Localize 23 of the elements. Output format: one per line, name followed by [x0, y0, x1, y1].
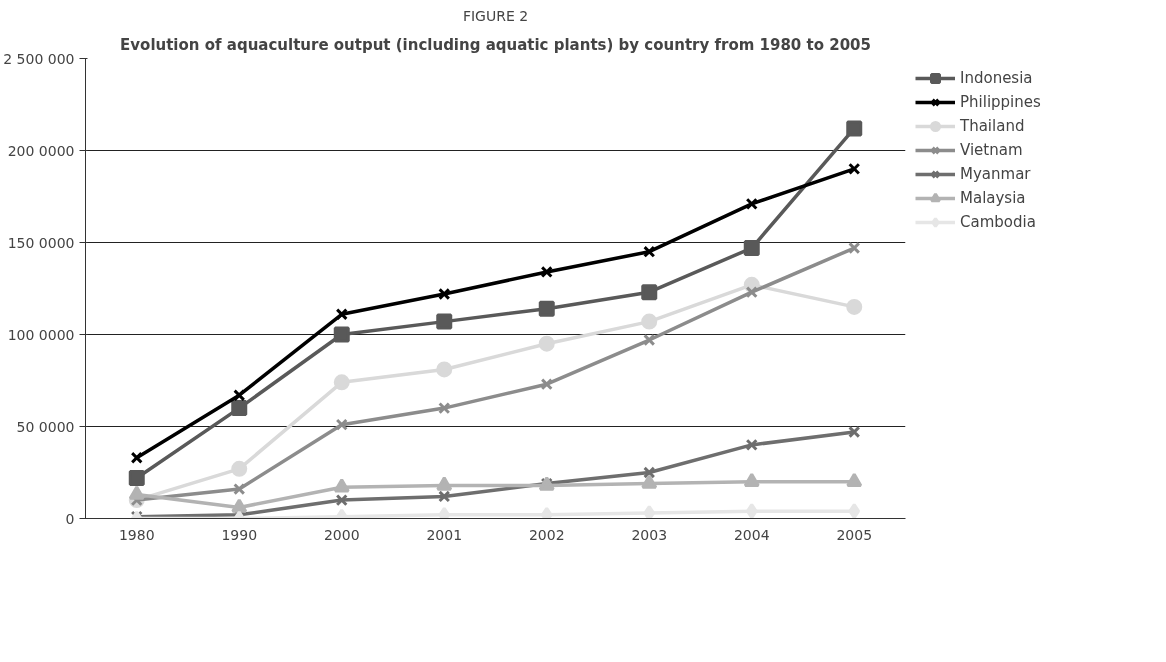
- y-tick-label: 2 500 000: [3, 50, 75, 67]
- x-tick-label: 1980: [118, 526, 155, 543]
- legend-label: Indonesia: [960, 69, 1033, 87]
- x-tick-label: 1990: [221, 526, 258, 543]
- y-tick-label: 200 0000: [7, 142, 75, 159]
- y-tick-label: 150 0000: [7, 234, 75, 251]
- x-tick-label: 2005: [836, 526, 873, 543]
- legend-label: Thailand: [960, 117, 1025, 135]
- legend-label: Myanmar: [960, 165, 1031, 183]
- x-tick-label: 2001: [426, 526, 463, 543]
- legend-label: Malaysia: [960, 189, 1026, 207]
- legend-label: Cambodia: [960, 213, 1036, 231]
- x-tick-label: 2000: [323, 526, 360, 543]
- y-tick-label: 100 0000: [7, 326, 75, 343]
- chart-title: FIGURE 2: [462, 7, 529, 24]
- legend-label: Vietnam: [960, 141, 1023, 159]
- legend-label: Philippines: [960, 93, 1041, 111]
- y-tick-label: 0: [65, 510, 75, 527]
- x-tick-label: 2002: [528, 526, 565, 543]
- x-tick-label: 2003: [631, 526, 668, 543]
- y-tick-label: 50 0000: [16, 418, 75, 435]
- x-tick-label: 2004: [733, 526, 770, 543]
- chart-subtitle: Evolution of aquaculture output (including aquatic plants) by country from 1980 to 2005: [120, 35, 871, 54]
